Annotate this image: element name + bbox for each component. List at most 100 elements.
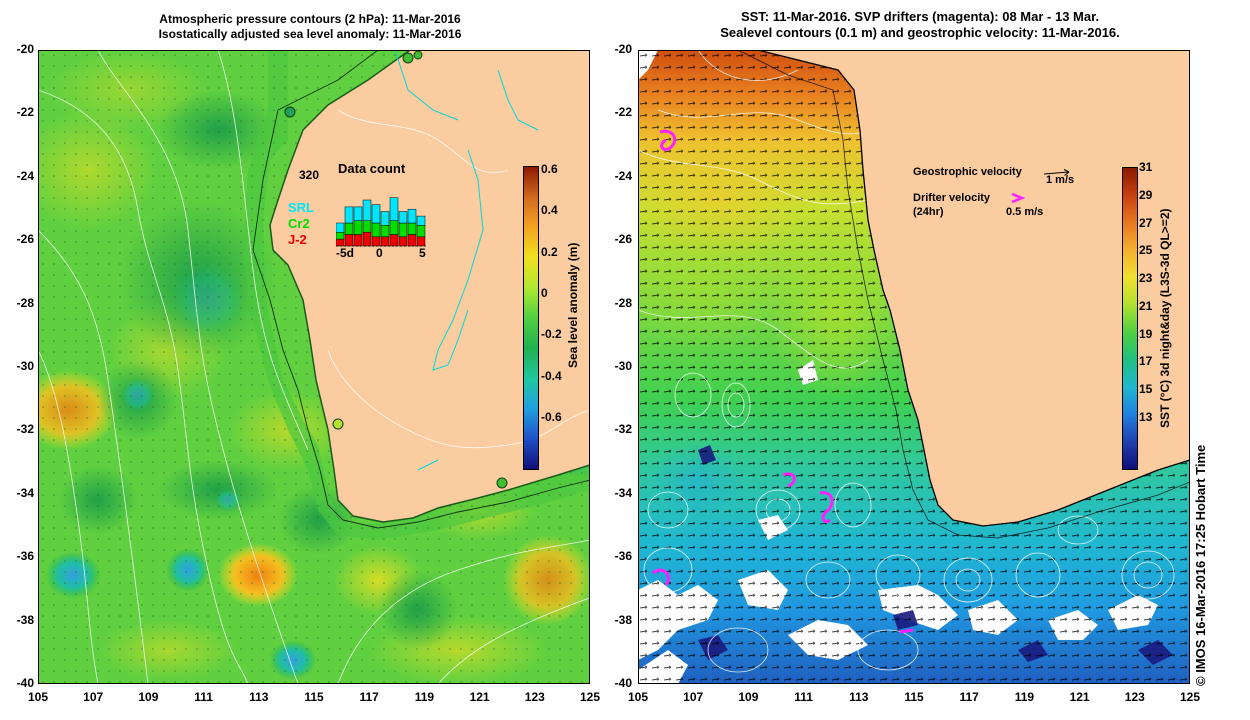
right-ytick-1: -22: [614, 105, 632, 120]
inset-xtick-0: 0: [376, 246, 383, 260]
right-ytick-2: -24: [614, 168, 632, 183]
inset-bar-7-cr2: [398, 222, 408, 238]
inset-bar-0-srl: [336, 222, 345, 233]
left-xtick-7: 119: [414, 690, 435, 704]
right-cbar-tick-7: 17: [1139, 354, 1153, 369]
left-cbar-tick-6: -0.6: [541, 410, 562, 424]
left-title-line1: Atmospheric pressure contours (2 hPa): 1…: [159, 12, 461, 26]
left-colorbar-label: Sea level anomaly (m): [566, 242, 580, 368]
left-colorbar: [523, 166, 539, 470]
left-cbar-tick-5: -0.4: [541, 368, 562, 383]
left-cbar-tick-3: 0: [541, 286, 548, 300]
right-cbar-tick-4: 23: [1139, 271, 1153, 286]
right-xtick-8: 121: [1069, 690, 1090, 704]
data-count-total: 320: [299, 168, 320, 182]
left-xtick-10: 125: [579, 690, 601, 704]
inset-xtick-minus5: -5d: [336, 246, 354, 260]
left-xtick-4: 113: [249, 690, 269, 704]
right-title-line1: SST: 11-Mar-2016. SVP drifters (magenta)…: [740, 9, 1100, 24]
data-count-title: Data count: [338, 161, 406, 176]
left-ytick-1: -22: [16, 105, 34, 120]
left-map-sea-level-anomaly: 320 Data count SRL Cr2 J-2 -5d 0 5: [38, 50, 590, 684]
right-xtick-10: 125: [1179, 690, 1201, 704]
legend-drifter-scale: 0.5 m/s: [1006, 206, 1044, 218]
inset-bar-5-cr2: [380, 225, 390, 238]
legend-drifter-period: (24hr): [913, 206, 944, 218]
inset-bar-0-cr2: [336, 231, 345, 240]
right-cbar-tick-1: 29: [1139, 187, 1153, 202]
inset-bar-8-cr2: [407, 222, 417, 235]
inset-bar-9-j2: [416, 236, 426, 247]
inset-bar-1-cr2: [344, 222, 354, 235]
right-xtick-9: 123: [1124, 690, 1145, 704]
legend-drifter-velocity: Drifter velocity: [913, 192, 991, 204]
inset-bar-6-srl: [389, 197, 399, 221]
right-ytick-0: -20: [614, 42, 632, 56]
left-ytick-3: -26: [16, 232, 34, 247]
inset-bar-3-j2: [362, 231, 372, 247]
right-colorbar: [1122, 167, 1138, 470]
left-ytick-10: -40: [16, 676, 34, 690]
right-cbar-tick-0: 31: [1139, 160, 1153, 174]
right-xtick-2: 109: [738, 690, 759, 704]
inset-bar-5-srl: [380, 211, 390, 226]
left-xtick-9: 123: [524, 690, 545, 704]
right-xtick-3: 111: [794, 690, 813, 704]
data-count-histogram: [336, 197, 428, 247]
inset-bar-7-j2: [398, 236, 408, 247]
left-xtick-6: 117: [359, 690, 379, 704]
legend-geostrophic-velocity: Geostrophic velocity: [913, 166, 1022, 178]
inset-bar-4-cr2: [371, 222, 381, 238]
right-cbar-tick-5: 21: [1139, 298, 1153, 313]
right-xtick-1: 107: [683, 690, 704, 704]
right-cbar-tick-8: 15: [1139, 382, 1153, 397]
left-ytick-9: -38: [16, 612, 34, 627]
right-cbar-tick-2: 27: [1139, 215, 1153, 230]
right-xtick-7: 119: [1014, 690, 1035, 704]
left-ytick-4: -28: [16, 295, 34, 310]
inset-xtick-5: 5: [419, 246, 426, 260]
inset-bar-4-srl: [371, 204, 381, 224]
right-ytick-3: -26: [614, 232, 632, 247]
inset-bar-6-j2: [389, 234, 399, 247]
left-ytick-5: -30: [16, 359, 34, 373]
right-ytick-10: -40: [614, 676, 632, 690]
inset-bar-3-cr2: [362, 220, 372, 233]
left-xtick-2: 109: [138, 690, 159, 704]
left-ytick-8: -36: [16, 549, 34, 564]
right-ytick-4: -28: [614, 295, 632, 310]
inset-bar-1-srl: [344, 206, 354, 224]
right-xtick-0: 105: [627, 690, 649, 704]
legend-geostrophic-scale: 1 m/s: [1046, 174, 1075, 186]
drifter-scale-arrow: [1011, 192, 1026, 204]
legend-cr2: Cr2: [288, 216, 310, 231]
inset-bar-2-srl: [353, 206, 363, 221]
right-ytick-5: -30: [614, 359, 632, 373]
inset-bar-5-j2: [380, 236, 390, 247]
legend-srl: SRL: [288, 200, 314, 215]
inset-bar-4-j2: [371, 236, 381, 247]
right-ytick-7: -34: [614, 485, 632, 500]
right-cbar-tick-9: 13: [1139, 410, 1153, 424]
right-cbar-tick-6: 19: [1139, 326, 1153, 341]
right-xtick-6: 117: [959, 690, 979, 704]
left-ytick-2: -24: [16, 168, 34, 183]
left-xtick-0: 105: [27, 690, 49, 704]
right-title-line2: Sealevel contours (0.1 m) and geostrophi…: [720, 25, 1120, 40]
left-xtick-3: 111: [194, 690, 213, 704]
geostrophic-scale-arrow: [1043, 169, 1070, 176]
right-xtick-4: 113: [849, 690, 869, 704]
left-cbar-tick-0: 0.6: [541, 162, 558, 176]
left-xtick-5: 115: [304, 690, 324, 704]
inset-bar-9-srl: [416, 215, 426, 226]
left-cbar-tick-1: 0.4: [541, 203, 558, 218]
inset-bar-6-cr2: [389, 220, 399, 235]
left-title-line2: Isostatically adjusted sea level anomaly…: [158, 27, 462, 41]
inset-bar-2-cr2: [353, 220, 363, 235]
inset-bar-3-srl: [362, 199, 372, 221]
left-xtick-1: 107: [83, 690, 104, 704]
right-ytick-6: -32: [614, 422, 632, 437]
right-ytick-8: -36: [614, 549, 632, 564]
inset-bar-1-j2: [344, 234, 354, 247]
inset-bar-0-j2: [336, 238, 345, 247]
